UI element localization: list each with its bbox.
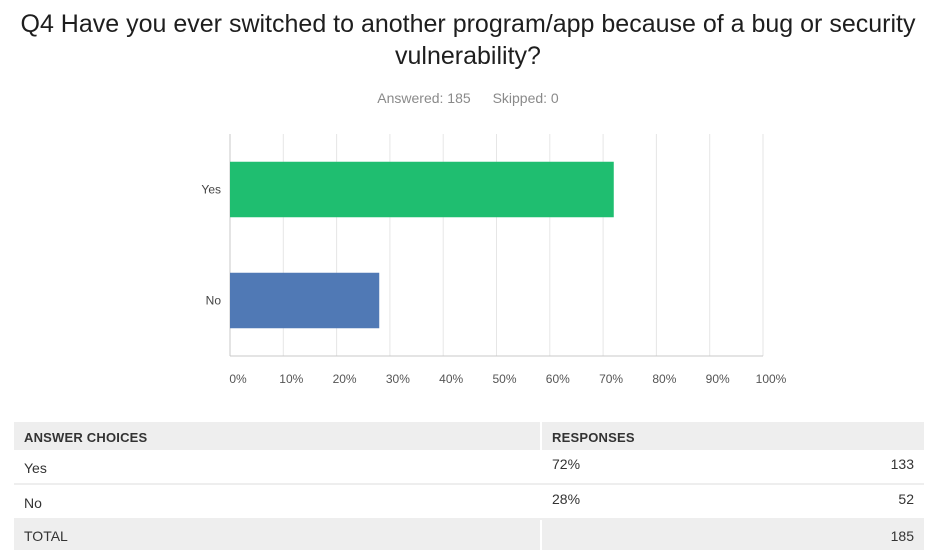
table-header: ANSWER CHOICES RESPONSES (14, 422, 924, 450)
answer-choices-header: ANSWER CHOICES (24, 430, 148, 445)
total-count: 185 (890, 528, 914, 544)
response-stats: Answered: 185 Skipped: 0 (0, 90, 936, 106)
x-tick-label: 60% (546, 372, 570, 386)
responses-table: ANSWER CHOICES RESPONSES Yes 72% 133 No … (14, 422, 924, 550)
category-label: No (206, 294, 222, 308)
x-tick-label: 20% (333, 372, 357, 386)
answer-choice: No (24, 495, 42, 511)
bar-yes (230, 161, 614, 218)
bar-chart: 0% 10% 20% 30% 40% 50% 60% 70% 80% 90% 100% Yes No (201, 134, 787, 386)
x-tick-label: 10% (279, 372, 303, 386)
response-percent: 72% (552, 456, 581, 472)
responses-header: RESPONSES (552, 430, 635, 445)
x-tick-label: 50% (492, 372, 516, 386)
category-label: Yes (201, 183, 221, 197)
answer-choice: Yes (24, 460, 47, 476)
response-count: 133 (890, 456, 914, 472)
answered-count: Answered: 185 (377, 90, 471, 106)
response-percent: 28% (552, 491, 581, 507)
x-tick-label: 30% (386, 372, 410, 386)
skipped-count: Skipped: 0 (492, 90, 559, 106)
bar-no (230, 272, 380, 329)
table-row: No 28% 52 (14, 485, 924, 520)
response-count: 52 (898, 491, 914, 507)
x-tick-label: 90% (706, 372, 730, 386)
table-total-row: TOTAL 185 (14, 520, 924, 550)
x-tick-label: 100% (756, 372, 787, 386)
x-tick-label: 0% (229, 372, 247, 386)
question-title: Q4 Have you ever switched to another pro… (20, 10, 916, 70)
x-tick-label: 70% (599, 372, 623, 386)
x-tick-label: 40% (439, 372, 463, 386)
table-row: Yes 72% 133 (14, 450, 924, 485)
total-label: TOTAL (24, 528, 68, 544)
x-tick-label: 80% (652, 372, 676, 386)
